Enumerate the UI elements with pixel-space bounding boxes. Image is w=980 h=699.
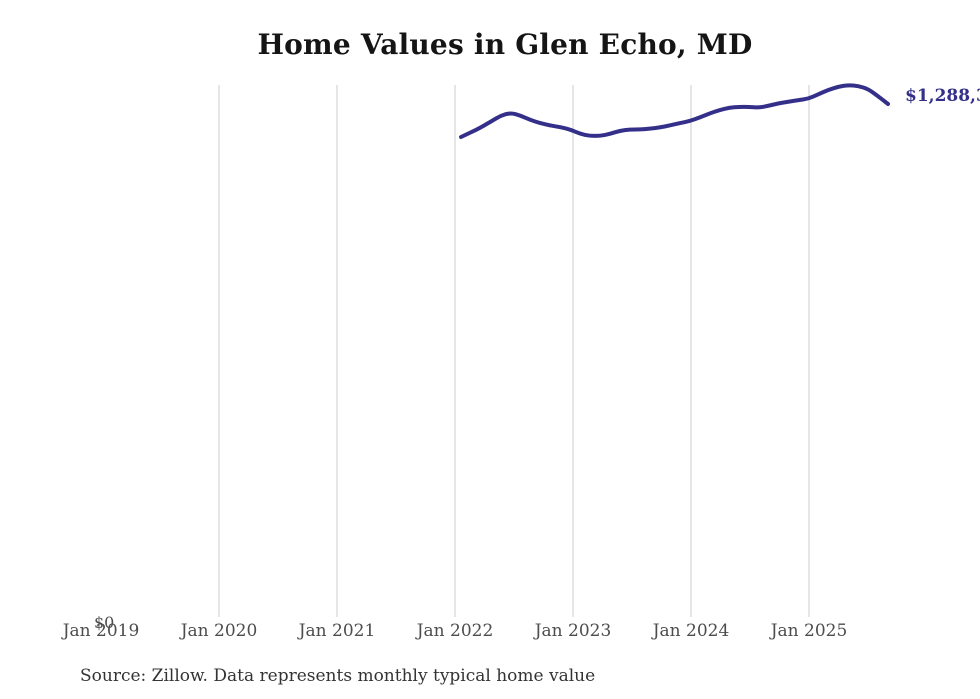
x-axis-tick-label: Jan 2024: [652, 621, 730, 641]
x-axis-tick-label: Jan 2025: [770, 621, 848, 641]
x-axis-tick-label: Jan 2022: [416, 621, 494, 641]
x-axis-tick-label: Jan 2021: [298, 621, 376, 641]
latest-value-annotation: $1,288,3: [905, 86, 980, 106]
chart-title: Home Values in Glen Echo, MD: [257, 28, 753, 61]
x-axis-tick-label: Jan 2023: [534, 621, 612, 641]
x-axis-tick-label: Jan 2020: [180, 621, 258, 641]
home-value-line: [459, 83, 890, 139]
y-axis-zero-tick-label: $0: [94, 613, 115, 632]
x-axis-tick-label: Jan 2019: [62, 621, 140, 641]
source-note: Source: Zillow. Data represents monthly …: [80, 666, 596, 686]
